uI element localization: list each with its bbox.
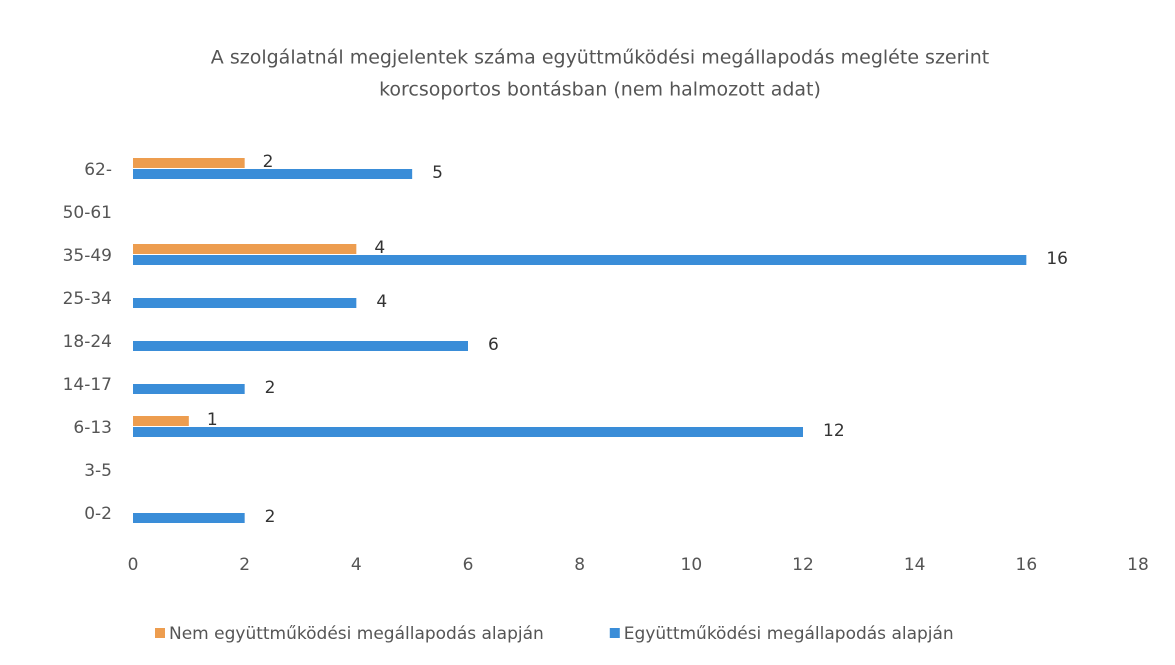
- bar: [133, 158, 245, 168]
- bar: [133, 427, 803, 437]
- y-tick-label: 25-34: [63, 289, 112, 309]
- chart-title: korcsoportos bontásban (nem halmozott ad…: [379, 79, 821, 101]
- x-tick-label: 10: [681, 555, 703, 575]
- y-tick-label: 6-13: [73, 418, 112, 438]
- y-tick-label: 3-5: [84, 461, 112, 481]
- value-label: 5: [432, 163, 443, 183]
- x-tick-label: 12: [792, 555, 814, 575]
- x-tick-label: 18: [1127, 555, 1149, 575]
- value-label: 16: [1046, 249, 1068, 269]
- bar: [133, 169, 413, 179]
- value-label: 4: [376, 292, 387, 312]
- x-tick-label: 0: [128, 555, 139, 575]
- legend-swatch: [609, 628, 620, 638]
- legend-label: Együttműködési megállapodás alapján: [624, 624, 954, 644]
- y-tick-label: 0-2: [84, 504, 112, 524]
- value-label: 12: [823, 421, 845, 441]
- y-tick-label: 14-17: [63, 375, 112, 395]
- value-label: 6: [488, 335, 499, 355]
- bar: [133, 244, 357, 254]
- legend-label: Nem együttműködési megállapodás alapján: [169, 624, 544, 644]
- x-tick-label: 4: [351, 555, 362, 575]
- value-label: 2: [265, 507, 276, 527]
- bar: [133, 298, 357, 308]
- bar: [133, 341, 468, 351]
- bar: [133, 416, 189, 426]
- x-tick-label: 2: [239, 555, 250, 575]
- bar: [133, 255, 1027, 265]
- chart-title: A szolgálatnál megjelentek száma együttm…: [211, 47, 989, 69]
- y-tick-label: 50-61: [63, 203, 112, 223]
- bar: [133, 384, 245, 394]
- y-tick-label: 62-: [84, 160, 112, 180]
- value-label: 2: [265, 378, 276, 398]
- x-tick-label: 6: [463, 555, 474, 575]
- bar: [133, 513, 245, 523]
- value-label: 2: [263, 152, 274, 172]
- y-tick-label: 18-24: [63, 332, 112, 352]
- x-tick-label: 16: [1016, 555, 1038, 575]
- x-tick-label: 14: [904, 555, 926, 575]
- y-tick-label: 35-49: [63, 246, 112, 266]
- value-label: 4: [374, 238, 385, 258]
- legend-swatch: [155, 628, 165, 638]
- x-tick-label: 8: [574, 555, 585, 575]
- value-label: 1: [207, 410, 218, 430]
